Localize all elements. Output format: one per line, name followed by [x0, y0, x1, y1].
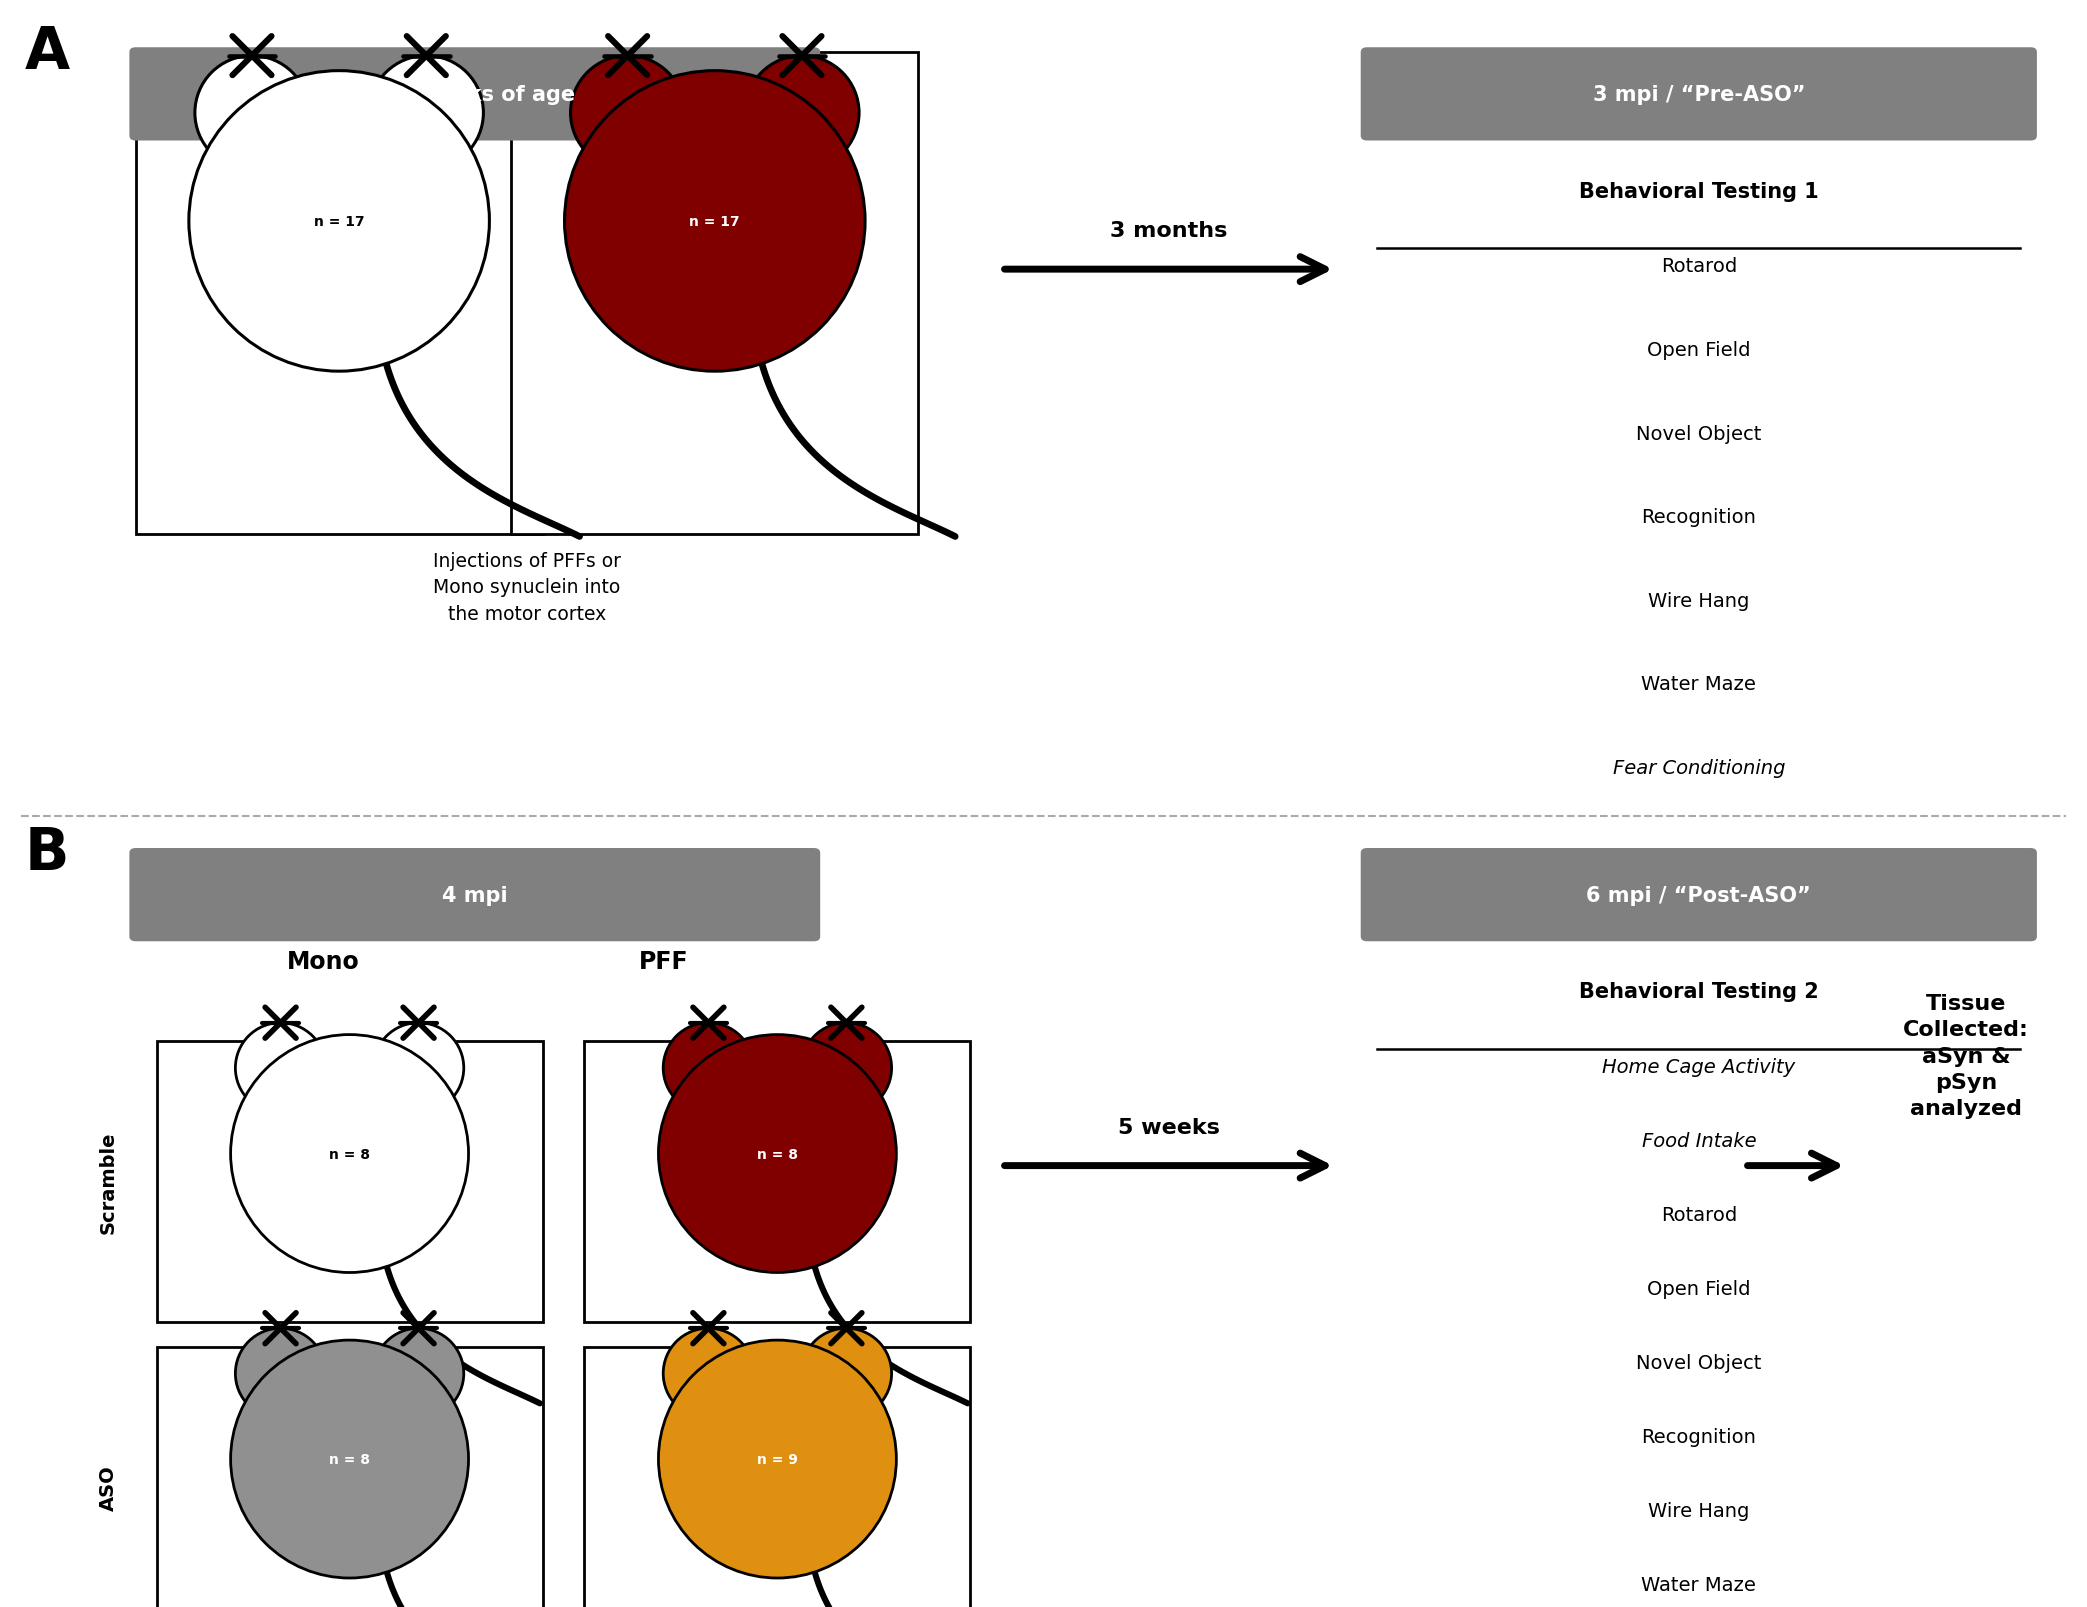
Text: Recognition: Recognition [1640, 1427, 1757, 1446]
Text: Injections of PFFs or
Mono synuclein into
the motor cortex: Injections of PFFs or Mono synuclein int… [432, 551, 622, 624]
Ellipse shape [745, 56, 860, 170]
Bar [511, 53, 918, 535]
Text: Behavioral Testing 2: Behavioral Testing 2 [1580, 982, 1818, 1001]
Text: 4 mpi: 4 mpi [442, 885, 507, 905]
Text: n = 8: n = 8 [758, 1147, 797, 1160]
Text: PFF: PFF [639, 950, 689, 974]
Text: Open Field: Open Field [1647, 341, 1751, 360]
Text: 5 weeks: 5 weeks [1119, 1117, 1219, 1138]
Text: Mono: Mono [288, 950, 359, 974]
Text: n = 8: n = 8 [330, 1453, 369, 1466]
Text: ASO: ASO [98, 1464, 119, 1511]
Text: 3 months: 3 months [1110, 222, 1227, 241]
Ellipse shape [230, 1035, 467, 1273]
Text: Novel Object: Novel Object [1636, 1353, 1761, 1372]
Text: Novel Object: Novel Object [1636, 424, 1761, 444]
Ellipse shape [236, 1024, 326, 1114]
Ellipse shape [664, 1024, 753, 1114]
Text: Scramble: Scramble [98, 1131, 119, 1233]
Ellipse shape [374, 1329, 463, 1419]
Text: Mono: Mono [288, 149, 359, 174]
Text: Wire Hang: Wire Hang [1649, 591, 1749, 611]
Text: Wire Hang: Wire Hang [1649, 1501, 1749, 1520]
Bar [136, 53, 543, 535]
Ellipse shape [230, 1340, 467, 1578]
Ellipse shape [194, 56, 309, 170]
Ellipse shape [369, 56, 484, 170]
Text: 3 mpi / “Pre-ASO”: 3 mpi / “Pre-ASO” [1592, 85, 1805, 104]
Ellipse shape [659, 1340, 897, 1578]
FancyBboxPatch shape [1361, 848, 2037, 942]
FancyBboxPatch shape [129, 848, 820, 942]
Text: n = 17: n = 17 [689, 215, 741, 228]
Bar [584, 1041, 970, 1323]
Text: n = 17: n = 17 [313, 215, 365, 228]
Text: Tissue
Collected:
aSyn &
pSyn
analyzed: Tissue Collected: aSyn & pSyn analyzed [1903, 993, 2029, 1118]
Text: Rotarod: Rotarod [1661, 257, 1736, 276]
FancyBboxPatch shape [129, 48, 820, 141]
Bar [157, 1347, 543, 1607]
Text: B: B [25, 824, 69, 881]
Text: n = 9: n = 9 [758, 1453, 797, 1466]
FancyBboxPatch shape [1361, 48, 2037, 141]
Ellipse shape [801, 1024, 891, 1114]
Bar [157, 1041, 543, 1323]
Text: Fear Conditioning: Fear Conditioning [1613, 759, 1784, 778]
Ellipse shape [374, 1024, 463, 1114]
Text: Open Field: Open Field [1647, 1279, 1751, 1298]
Text: Home Cage Activity: Home Cage Activity [1603, 1057, 1795, 1077]
Ellipse shape [659, 1035, 897, 1273]
Ellipse shape [570, 56, 685, 170]
Text: Food Intake: Food Intake [1642, 1131, 1755, 1151]
Ellipse shape [236, 1329, 326, 1419]
Ellipse shape [563, 72, 866, 371]
Text: Rotarod: Rotarod [1661, 1205, 1736, 1225]
Text: 6-8 weeks of age: 6-8 weeks of age [376, 85, 574, 104]
Text: Water Maze: Water Maze [1640, 1575, 1757, 1594]
Text: PFF: PFF [639, 149, 689, 174]
Text: 6 mpi / “Post-ASO”: 6 mpi / “Post-ASO” [1586, 885, 1812, 905]
Text: Recognition: Recognition [1640, 508, 1757, 527]
Text: Water Maze: Water Maze [1640, 675, 1757, 694]
Text: A: A [25, 24, 71, 80]
Ellipse shape [190, 72, 488, 371]
Text: Behavioral Testing 1: Behavioral Testing 1 [1580, 182, 1818, 201]
Ellipse shape [664, 1329, 753, 1419]
Bar [584, 1347, 970, 1607]
Text: n = 8: n = 8 [330, 1147, 369, 1160]
Ellipse shape [801, 1329, 891, 1419]
